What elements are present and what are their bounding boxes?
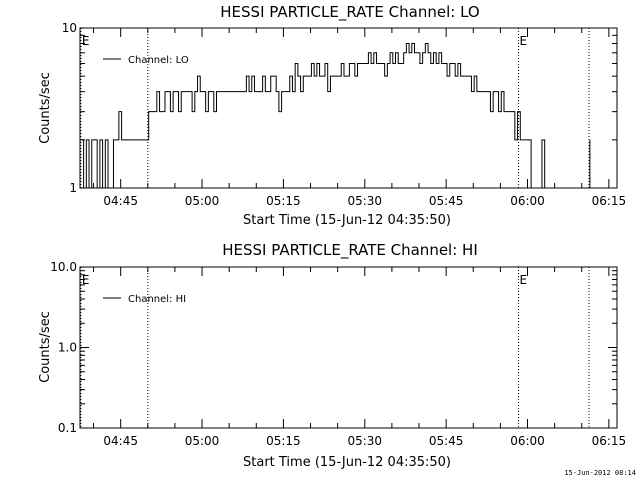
x-tick-label: 05:45: [429, 434, 464, 448]
plot-frame: [79, 27, 618, 189]
time-marker-label: E: [82, 34, 90, 48]
x-tick-label: 06:00: [510, 194, 545, 208]
y-tick-label: 1: [69, 181, 77, 195]
time-marker-label: E: [82, 273, 90, 287]
plot-frame: [79, 266, 618, 429]
x-tick-label: 05:00: [185, 194, 220, 208]
x-tick-label: 05:30: [347, 434, 382, 448]
x-tick-label: 05:30: [347, 194, 382, 208]
x-tick-label: 05:15: [266, 194, 301, 208]
y-axis-label: Counts/sec: [38, 311, 53, 383]
data-series-line: [539, 139, 546, 188]
x-tick-label: 06:15: [592, 194, 627, 208]
x-tick-label: 05:15: [266, 434, 301, 448]
panel-title: HESSI PARTICLE_RATE Channel: HI: [222, 241, 478, 260]
y-tick-label: 10.0: [50, 260, 77, 274]
time-marker-label: E: [519, 273, 527, 287]
time-marker-label: E: [519, 34, 527, 48]
hi-channel-panel: HESSI PARTICLE_RATE Channel: HI Counts/s…: [38, 241, 626, 470]
data-series-line: [588, 139, 591, 188]
x-tick-label: 05:00: [185, 434, 220, 448]
x-axis-label: Start Time (15-Jun-12 04:35:50): [243, 213, 451, 228]
x-tick-label: 06:00: [510, 434, 545, 448]
footer-timestamp: 15-Jun-2012 08:14: [564, 469, 636, 477]
x-tick-label: 06:15: [592, 434, 627, 448]
x-axis-label: Start Time (15-Jun-12 04:35:50): [243, 455, 451, 470]
x-tick-label: 04:45: [103, 194, 138, 208]
lo-channel-panel: HESSI PARTICLE_RATE Channel: LO Counts/s…: [38, 3, 626, 228]
y-tick-label: 10: [62, 21, 77, 35]
x-tick-label: 04:45: [103, 434, 138, 448]
data-series-line: [80, 43, 532, 188]
legend-label: Channel: HI: [128, 294, 186, 305]
y-axis-label: Counts/sec: [38, 72, 53, 144]
legend-label: Channel: LO: [128, 55, 189, 66]
y-tick-label: 0.1: [58, 421, 77, 435]
y-tick-label: 1.0: [58, 341, 77, 355]
x-tick-label: 05:45: [429, 194, 464, 208]
panel-title: HESSI PARTICLE_RATE Channel: LO: [220, 3, 479, 22]
